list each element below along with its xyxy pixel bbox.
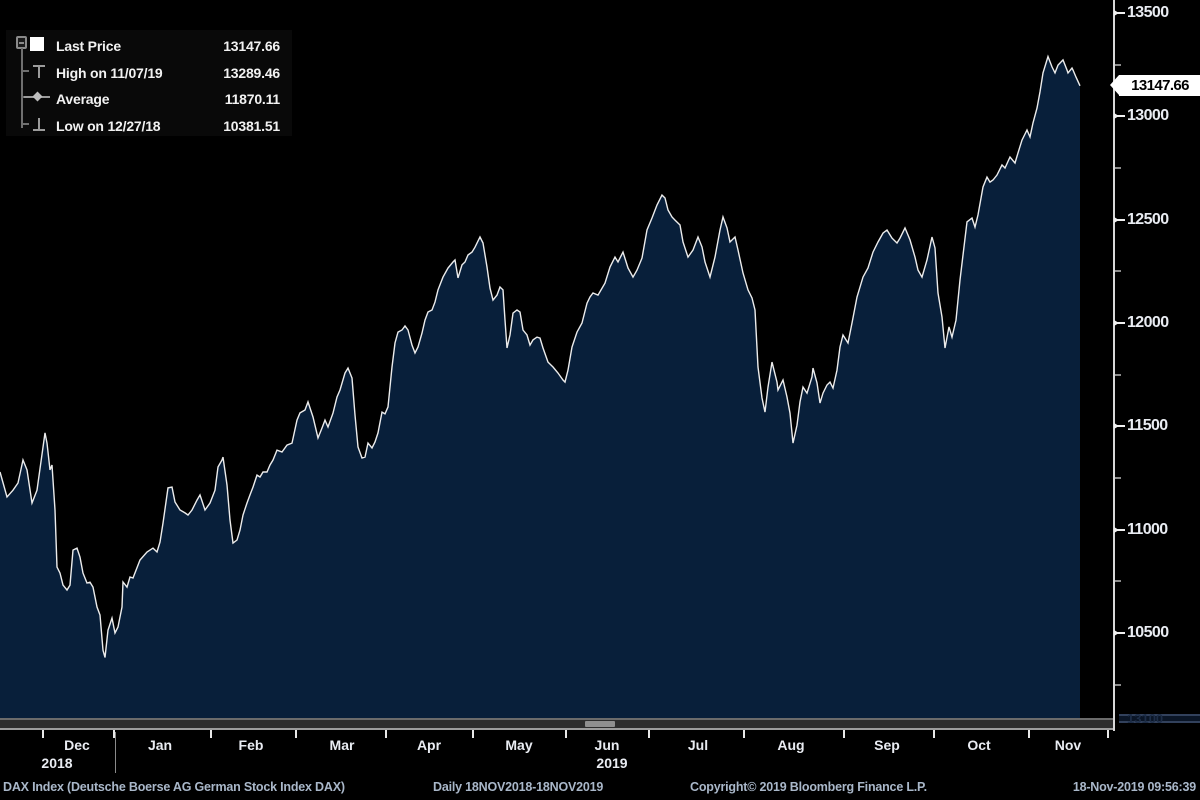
x-tick: [385, 730, 387, 738]
last-price-marker-icon: [30, 37, 44, 51]
horizontal-scrollbar[interactable]: [0, 718, 1113, 730]
legend-value: 13289.46: [223, 65, 280, 81]
x-month-label: Jan: [147, 737, 173, 753]
year-separator-line: [115, 732, 116, 773]
y-tick-major: [1114, 630, 1125, 636]
average-marker-icon: [24, 96, 50, 98]
price-area-fill: [0, 56, 1080, 718]
x-month-label: Feb: [238, 737, 264, 753]
chart-title-text: DAX Index (Deutsche Boerse AG German Sto…: [3, 780, 345, 794]
legend-row-low[interactable]: Low on 12/27/18 10381.51: [6, 116, 292, 138]
y-tick-major: [1114, 423, 1125, 430]
y-tick-minor: [1115, 167, 1121, 169]
x-tick: [210, 730, 212, 738]
x-axis: Dec Jan Feb Mar Apr May Jun Jul Aug Sep Oct Nov 2018…: [0, 730, 1200, 775]
x-month-label: Mar: [329, 737, 355, 753]
x-tick: [565, 730, 567, 738]
x-month-label: May: [505, 737, 533, 753]
legend-label: Average: [56, 91, 110, 107]
scrollbar-thumb[interactable]: [585, 721, 615, 727]
legend-track-stub: [21, 70, 29, 72]
y-tick-major: [1114, 10, 1125, 16]
x-month-label: Aug: [777, 737, 805, 753]
x-tick: [843, 730, 845, 738]
y-tick-minor: [1115, 270, 1121, 273]
status-bar: DAX Index (Deutsche Boerse AG German Sto…: [0, 776, 1200, 800]
y-tick-minor: [1115, 477, 1121, 479]
legend-row-average[interactable]: Average 11870.11: [6, 89, 292, 111]
legend-label: Last Price: [56, 38, 121, 54]
last-price-callout: 13147.66: [1110, 75, 1200, 97]
x-month-label: Oct: [967, 737, 991, 753]
copyright-text: Copyright© 2019 Bloomberg Finance L.P.: [690, 780, 927, 794]
legend-row-last-price[interactable]: Last Price 13147.66: [6, 36, 292, 58]
chart-plot-area[interactable]: Last Price 13147.66 High on 11/07/19 132…: [0, 0, 1113, 718]
low-whisker-icon: [33, 118, 45, 131]
y-tick-label: 10500: [1127, 624, 1169, 641]
y-tick-major: [1114, 526, 1125, 533]
chart-period-text: Daily 18NOV2018-18NOV2019: [433, 780, 604, 794]
x-tick: [295, 730, 297, 738]
y-tick-minor: [1115, 63, 1121, 66]
y-tick-label: 13500: [1127, 4, 1169, 21]
chart-legend: Last Price 13147.66 High on 11/07/19 132…: [6, 30, 292, 136]
x-tick: [1107, 730, 1109, 738]
timestamp-text: 18-Nov-2019 09:56:39: [1072, 780, 1196, 794]
y-tick-minor: [1115, 580, 1121, 583]
y-tick-major: [1114, 113, 1125, 120]
y-axis: 13147.66 13500 13000 12500 12000 11500 11000 1…: [1110, 0, 1200, 731]
x-year-label: 2018: [41, 755, 73, 771]
x-month-label: Jun: [594, 737, 620, 753]
x-tick: [933, 730, 935, 738]
high-whisker-icon: [33, 65, 45, 78]
x-year-label: 2019: [596, 755, 628, 771]
y-tick-label: 12500: [1127, 210, 1169, 228]
x-month-label: Jul: [687, 737, 709, 753]
price-line: [0, 54, 1081, 658]
x-month-label: Dec: [64, 737, 90, 753]
legend-row-high[interactable]: High on 11/07/19 13289.46: [6, 63, 292, 85]
y-tick-label: 13000: [1127, 107, 1169, 125]
x-tick: [42, 730, 44, 738]
y-tick-minor: [1115, 373, 1121, 376]
legend-value: 11870.11: [224, 91, 280, 107]
y-tick-label: 11500: [1127, 417, 1168, 435]
legend-track-line: [21, 48, 23, 128]
y-tick-major: [1114, 216, 1125, 223]
x-month-label: Nov: [1054, 737, 1082, 753]
legend-track-stub: [21, 123, 29, 125]
x-month-label: Apr: [416, 737, 442, 753]
legend-label: Low on 12/27/18: [56, 118, 161, 134]
x-tick: [113, 730, 115, 738]
price-area-chart: [0, 54, 1081, 718]
legend-value: 13147.66: [223, 38, 280, 54]
y-tick-label: 11000: [1127, 520, 1168, 538]
y-tick-major: [1114, 320, 1125, 326]
x-tick: [648, 730, 650, 738]
x-tick: [472, 730, 474, 738]
y-tick-label: 12000: [1127, 314, 1169, 331]
legend-value: 10381.51: [223, 118, 280, 134]
x-tick: [1028, 730, 1030, 738]
x-tick: [743, 730, 745, 738]
dimmed-axis-remnant: 13100: [1119, 711, 1200, 726]
legend-label: High on 11/07/19: [56, 65, 163, 81]
y-tick-minor: [1115, 683, 1121, 686]
x-month-label: Sep: [874, 737, 900, 753]
